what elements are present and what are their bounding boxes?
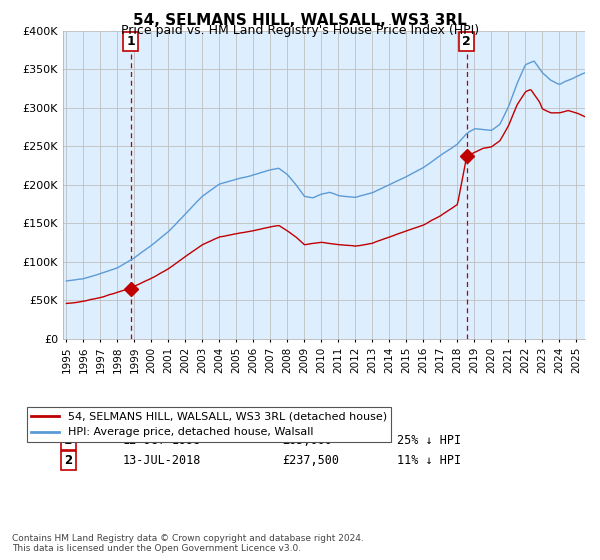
Text: 2: 2 (462, 35, 471, 48)
Text: 11% ↓ HPI: 11% ↓ HPI (397, 454, 461, 467)
Text: 1: 1 (127, 35, 135, 48)
Text: 1: 1 (64, 434, 72, 447)
Text: Contains HM Land Registry data © Crown copyright and database right 2024.
This d: Contains HM Land Registry data © Crown c… (12, 534, 364, 553)
Text: 54, SELMANS HILL, WALSALL, WS3 3RL: 54, SELMANS HILL, WALSALL, WS3 3RL (133, 13, 467, 28)
Text: 12-OCT-1998: 12-OCT-1998 (123, 434, 202, 447)
Legend: 54, SELMANS HILL, WALSALL, WS3 3RL (detached house), HPI: Average price, detache: 54, SELMANS HILL, WALSALL, WS3 3RL (deta… (27, 408, 391, 442)
Text: Price paid vs. HM Land Registry's House Price Index (HPI): Price paid vs. HM Land Registry's House … (121, 24, 479, 37)
Text: 13-JUL-2018: 13-JUL-2018 (123, 454, 202, 467)
Text: 2: 2 (64, 454, 72, 467)
Text: 25% ↓ HPI: 25% ↓ HPI (397, 434, 461, 447)
Text: £65,000: £65,000 (282, 434, 332, 447)
Text: £237,500: £237,500 (282, 454, 339, 467)
